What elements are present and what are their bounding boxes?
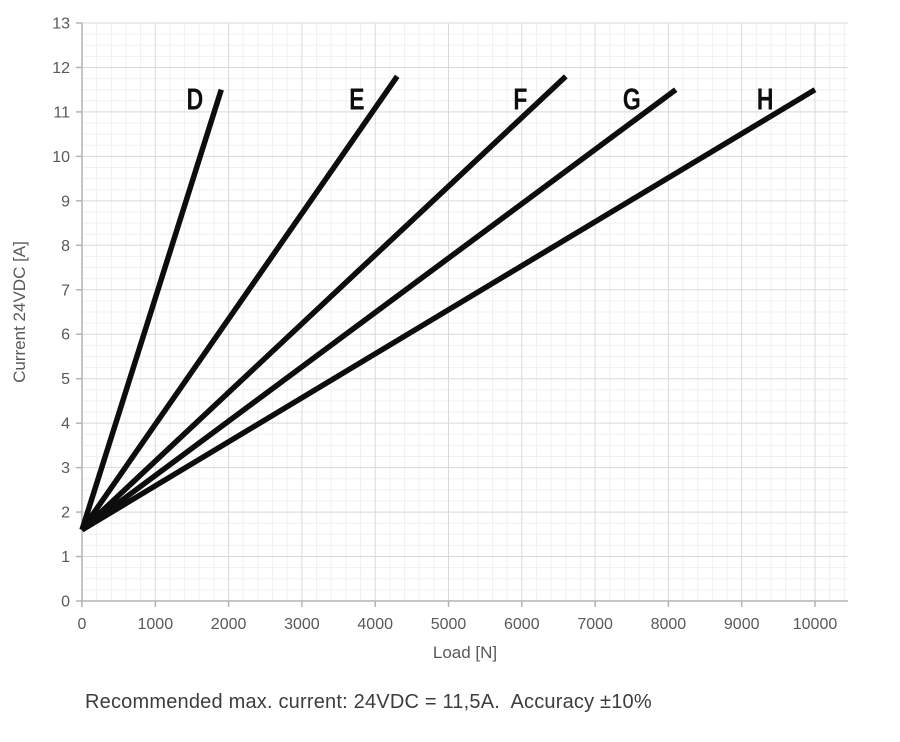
series-line-E [79, 74, 400, 532]
x-tick-label: 2000 [211, 616, 247, 633]
y-tick-label: 7 [61, 282, 70, 299]
series-D: D [79, 81, 224, 531]
grid-major [82, 22, 848, 601]
x-tick-label: 4000 [357, 616, 393, 633]
x-tick-label: 5000 [431, 616, 467, 633]
x-tick-label: 0 [78, 616, 87, 633]
series-F: F [80, 74, 568, 532]
y-tick-label: 1 [61, 549, 70, 566]
y-tick-label: 13 [52, 16, 70, 33]
y-tick-label: 12 [52, 60, 70, 77]
load-current-chart: 0 1000 2000 3000 4000 5000 6000 7000 8000 9000 100… [10, 16, 848, 662]
axes [76, 22, 848, 607]
series-line-H [80, 87, 817, 533]
series-H: H [80, 81, 817, 533]
y-tick-label: 0 [61, 594, 70, 611]
y-tick-label: 3 [61, 460, 70, 477]
series-label-H: H [757, 81, 774, 116]
y-tick-label: 9 [61, 193, 70, 210]
series-line-F [80, 74, 568, 532]
y-tick-label: 6 [61, 327, 70, 344]
x-tick-label: 3000 [284, 616, 320, 633]
chart-canvas: 0 1000 2000 3000 4000 5000 6000 7000 8000 9000 100… [10, 16, 848, 662]
x-tick-label: 9000 [724, 616, 760, 633]
series-line-D [79, 88, 224, 531]
tick-labels: 0 1000 2000 3000 4000 5000 6000 7000 8000 9000 100… [52, 16, 837, 634]
y-tick-label: 4 [61, 416, 70, 433]
series-label-G: G [623, 81, 641, 116]
series-G: G [80, 81, 678, 533]
series-label-F: F [513, 81, 527, 116]
y-axis-title: Current 24VDC [A] [10, 241, 29, 383]
x-tick-label: 8000 [651, 616, 687, 633]
series-line-G [80, 87, 678, 533]
chart-caption: Recommended max. current: 24VDC = 11,5A.… [85, 691, 652, 713]
x-tick-label: 6000 [504, 616, 540, 633]
x-axis-title: Load [N] [433, 643, 497, 662]
series-label-D: D [186, 81, 203, 116]
y-tick-label: 11 [53, 104, 70, 121]
y-tick-label: 10 [52, 149, 70, 166]
x-tick-label: 7000 [577, 616, 613, 633]
y-tick-label: 2 [61, 505, 70, 522]
x-tick-label: 10000 [793, 616, 838, 633]
series-E: E [79, 74, 400, 532]
x-tick-label: 1000 [138, 616, 174, 633]
y-tick-label: 8 [61, 238, 70, 255]
y-tick-label: 5 [61, 371, 70, 388]
series-label-E: E [349, 81, 365, 116]
